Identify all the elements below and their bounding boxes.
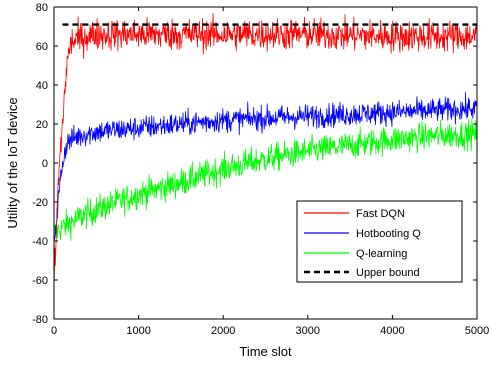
y-tick-label: 40: [36, 80, 48, 92]
x-tick-label: 1000: [126, 325, 150, 337]
ticks-layer: 0 1000 2000 3000 4000 5000 -80 -60 -40 -20 0 20 40 60…: [32, 2, 489, 337]
series-line-hotbooting-q: [53, 91, 478, 241]
series-line-q-learning: [53, 118, 478, 241]
y-tick-label: -40: [32, 236, 48, 248]
legend-label-q-learning: Q-learning: [356, 248, 407, 260]
y-tick-label: 0: [42, 158, 48, 170]
series-layer: [53, 12, 478, 283]
legend: Fast DQN Hotbooting Q Q-learning Upper b…: [296, 200, 463, 283]
legend-box: [296, 200, 463, 283]
x-tick-label: 2000: [211, 325, 235, 337]
y-tick-label: 60: [36, 41, 48, 53]
legend-label-upper-bound: Upper bound: [356, 267, 420, 279]
y-tick-label: -80: [32, 314, 48, 326]
x-tick-label: 5000: [465, 325, 489, 337]
x-tick-label: 0: [51, 325, 57, 337]
y-axis-title: Utility of the IoT device: [5, 97, 20, 228]
x-tick-label: 4000: [380, 325, 404, 337]
y-tick-label: 20: [36, 119, 48, 131]
legend-label-fast-dqn: Fast DQN: [356, 208, 405, 220]
y-tick-label: -60: [32, 275, 48, 287]
y-tick-label: -20: [32, 197, 48, 209]
x-axis-title: Time slot: [239, 344, 292, 359]
legend-label-hotbooting-q: Hotbooting Q: [356, 228, 421, 240]
x-tick-label: 3000: [296, 325, 320, 337]
y-tick-label: 80: [36, 2, 48, 14]
